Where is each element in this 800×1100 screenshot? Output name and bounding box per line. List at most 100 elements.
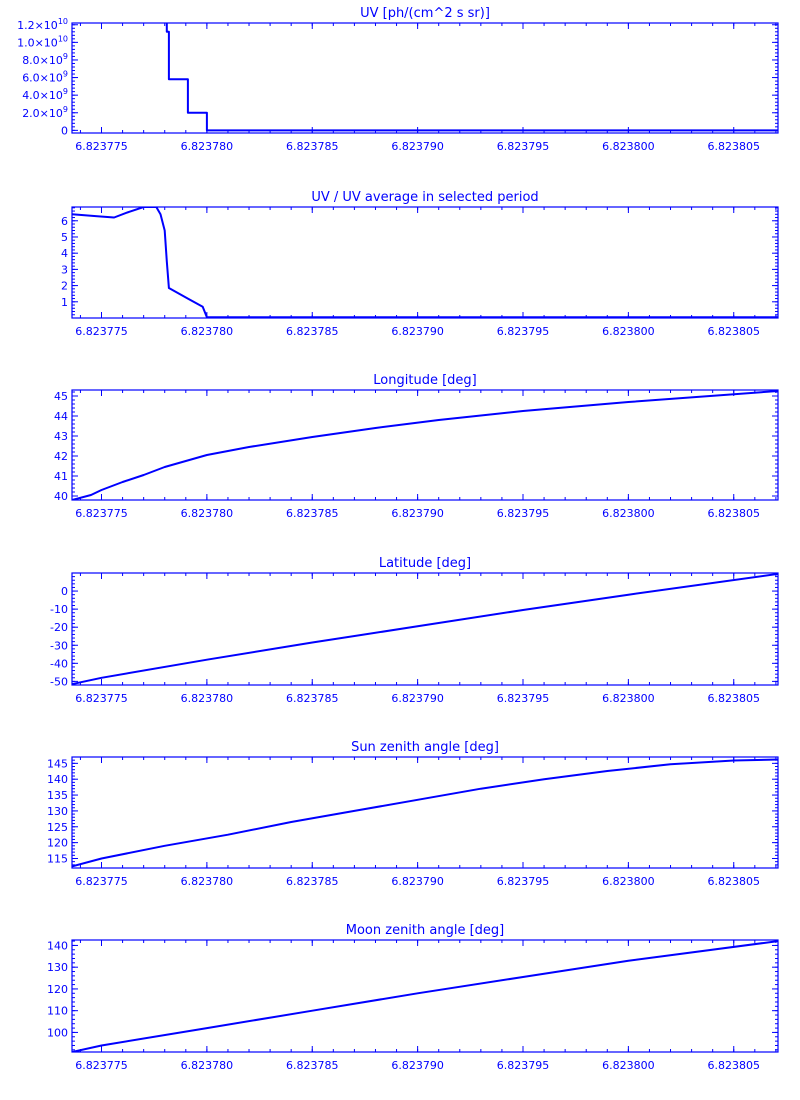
uv-ratio-title: UV / UV average in selected period [311, 190, 538, 205]
sun-zenith-y-tick-label: 120 [47, 837, 68, 850]
uv-ratio-y-tick-label: 3 [61, 263, 68, 276]
uv-ratio-data-point [168, 287, 170, 289]
uv-y-tick-label: 0 [61, 124, 68, 137]
longitude-y-tick-mantissa: 42 [54, 450, 68, 463]
longitude-data-point [374, 427, 376, 429]
longitude-data-point [143, 474, 145, 476]
uv-x-tick-label: 6.823795 [497, 140, 550, 153]
uv-ratio-y-tick-mantissa: 2 [61, 280, 68, 293]
longitude-data-point [90, 494, 92, 496]
longitude-data-point [777, 390, 779, 392]
moon-zenith-data-point [206, 1027, 208, 1029]
uv-y-tick-label: 2.0×109 [22, 105, 68, 120]
longitude-x-tick-label: 6.823785 [286, 507, 339, 520]
latitude-x-tick-label: 6.823795 [497, 692, 550, 705]
longitude-data-point [101, 489, 103, 491]
longitude-x-tick-label: 6.823795 [497, 507, 550, 520]
moon-zenith-y-tick-mantissa: 130 [47, 961, 68, 974]
moon-zenith-y-tick-label: 120 [47, 983, 68, 996]
uv-ratio-x-tick-label: 6.823795 [497, 325, 550, 338]
uv-x-tick-label: 6.823785 [286, 140, 339, 153]
sun-zenith-y-tick-mantissa: 115 [47, 852, 68, 865]
panel-moon-zenith: Moon zenith angle [deg] 6.823775 6.823780 6… [47, 923, 779, 1072]
uv-ratio-data-point [155, 206, 157, 208]
sun-zenith-y-tick-mantissa: 125 [47, 821, 68, 834]
latitude-data-point [101, 677, 103, 679]
latitude-plot-frame [71, 572, 779, 686]
sun-zenith-y-tick-label: 145 [47, 757, 68, 770]
uv-ratio-y-tick-label: 1 [61, 296, 68, 309]
moon-zenith-data-point [311, 1010, 313, 1012]
uv-ratio-x-tick-label: 6.823800 [602, 325, 655, 338]
sun-zenith-data-point [480, 788, 482, 790]
moon-zenith-y-tick-mantissa: 110 [47, 1005, 68, 1018]
moon-zenith-data-point [71, 1051, 73, 1053]
latitude-data-point [417, 625, 419, 627]
sun-zenith-data-point [71, 865, 73, 867]
sun-zenith-y-tick-mantissa: 135 [47, 789, 68, 802]
longitude-y-tick-label: 41 [54, 470, 68, 483]
sun-zenith-data-point [670, 763, 672, 765]
sun-zenith-data-point [101, 857, 103, 859]
uv-data-point [202, 112, 204, 114]
uv-y-tick-mantissa: 8.0×10 [22, 54, 63, 67]
uv-ratio-y-tick-mantissa: 1 [61, 296, 68, 309]
uv-ratio-data-point [96, 215, 98, 217]
moon-zenith-x-tick-label: 6.823790 [391, 1059, 444, 1072]
longitude-data-point [627, 401, 629, 403]
latitude-y-tick-mantissa: 0 [61, 585, 68, 598]
uv-y-tick-label: 1.2×1010 [17, 17, 68, 32]
latitude-y-tick-mantissa: -50 [50, 675, 68, 688]
latitude-y-tick-mantissa: -30 [50, 639, 68, 652]
uv-ratio-data-point [187, 298, 189, 300]
uv-y-tick-exponent: 9 [63, 52, 68, 61]
sun-zenith-x-tick-label: 6.823790 [391, 875, 444, 888]
latitude-x-tick-label: 6.823785 [286, 692, 339, 705]
moon-zenith-y-tick-label: 140 [47, 939, 68, 952]
uv-data-point [206, 129, 208, 131]
longitude-x-tick-label: 6.823790 [391, 507, 444, 520]
latitude-x-tick-label: 6.823800 [602, 692, 655, 705]
longitude-title: Longitude [deg] [373, 373, 476, 388]
uv-data-point [166, 31, 168, 33]
uv-ratio-x-tick-label: 6.823805 [707, 325, 760, 338]
uv-ratio-data-point [164, 229, 166, 231]
longitude-data-point [122, 481, 124, 483]
uv-series-line [165, 23, 778, 132]
latitude-y-tick-label: 0 [61, 585, 68, 598]
moon-zenith-x-tick-label: 6.823780 [181, 1059, 234, 1072]
sun-zenith-plot-frame [71, 756, 779, 869]
sun-zenith-y-tick-label: 140 [47, 773, 68, 786]
uv-y-tick-label: 4.0×109 [22, 87, 68, 102]
latitude-y-tick-mantissa: -20 [50, 621, 68, 634]
longitude-y-tick-label: 40 [54, 490, 68, 503]
uv-y-tick-label: 8.0×109 [22, 52, 68, 67]
sun-zenith-data-point [417, 799, 419, 801]
uv-x-tick-label: 6.823805 [707, 140, 760, 153]
panel-uv-ratio: UV / UV average in selected period 6.8237… [61, 190, 779, 338]
moon-zenith-plot-frame [71, 939, 779, 1053]
latitude-data-point [777, 573, 779, 575]
uv-data-point [168, 78, 170, 80]
longitude-x-tick-label: 6.823800 [602, 507, 655, 520]
uv-y-tick-mantissa: 2.0×10 [22, 107, 63, 120]
uv-ratio-x-tick-label: 6.823775 [75, 325, 128, 338]
longitude-data-point [71, 499, 73, 501]
longitude-y-tick-mantissa: 44 [54, 410, 68, 423]
uv-ratio-y-tick-mantissa: 5 [61, 231, 68, 244]
latitude-y-tick-label: -40 [50, 657, 68, 670]
longitude-x-tick-label: 6.823775 [75, 507, 128, 520]
longitude-y-tick-label: 43 [54, 430, 68, 443]
longitude-y-tick-label: 42 [54, 450, 68, 463]
longitude-data-point [185, 460, 187, 462]
sun-zenith-y-tick-mantissa: 120 [47, 837, 68, 850]
uv-ratio-data-point [143, 206, 145, 208]
moon-zenith-y-tick-mantissa: 140 [47, 939, 68, 952]
longitude-plot-frame [71, 389, 779, 501]
sun-zenith-data-point [733, 759, 735, 761]
uv-ratio-y-tick-label: 5 [61, 231, 68, 244]
sun-zenith-y-tick-mantissa: 145 [47, 757, 68, 770]
longitude-y-tick-mantissa: 40 [54, 490, 68, 503]
uv-x-tick-label: 6.823780 [181, 140, 234, 153]
